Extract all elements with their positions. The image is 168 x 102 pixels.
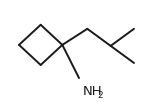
Text: 2: 2	[97, 91, 103, 100]
Text: NH: NH	[83, 85, 103, 98]
